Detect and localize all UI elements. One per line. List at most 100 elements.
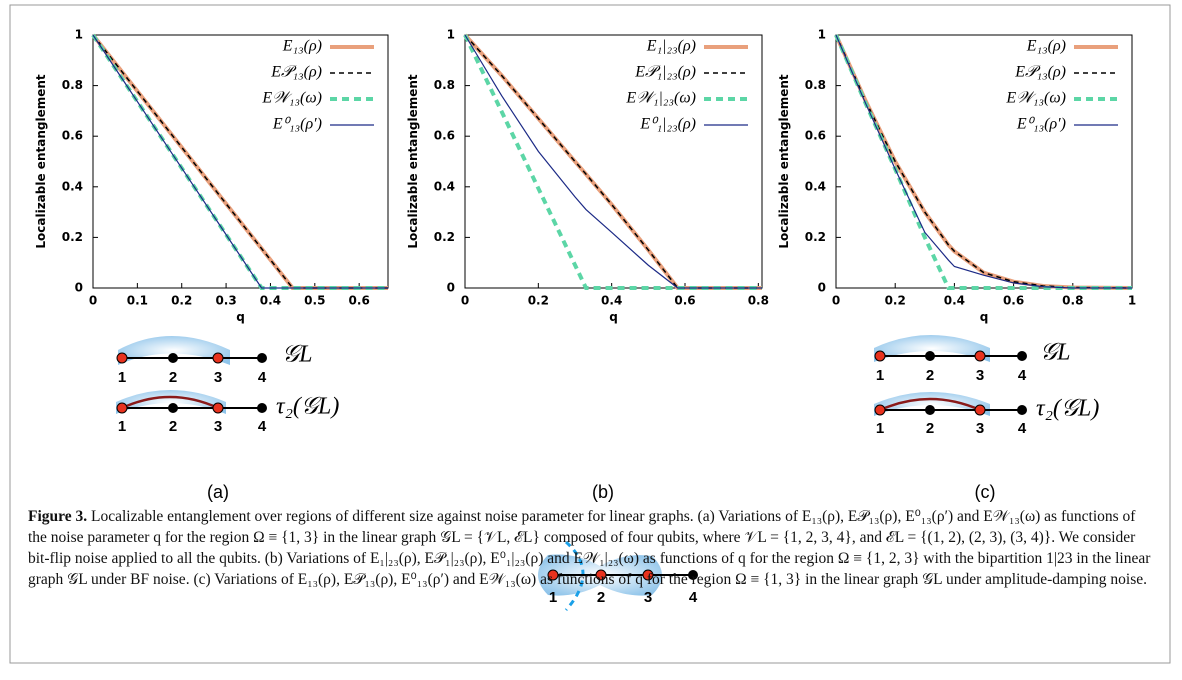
x-axis-label: q	[609, 310, 618, 324]
series-line	[92, 34, 388, 289]
series-line	[464, 34, 762, 289]
legend-label: E₁₃(ρ)	[282, 38, 322, 55]
added-edge	[879, 397, 981, 412]
y-tick-label: 0.4	[62, 179, 83, 193]
node	[595, 569, 607, 581]
node	[688, 570, 698, 580]
y-tick-label: 0.2	[434, 230, 455, 244]
x-tick-label: 0.4	[260, 294, 281, 308]
panel-label: (a)	[207, 482, 229, 502]
node-label: 1	[876, 420, 884, 437]
x-tick-label: 0.8	[748, 294, 769, 308]
plot-frame	[464, 34, 763, 289]
x-tick-label: 0.5	[304, 294, 325, 308]
y-tick-label: 0.2	[805, 230, 826, 244]
panel-label: (b)	[592, 482, 614, 502]
node-label: 1	[876, 367, 884, 384]
node-label: 3	[976, 367, 984, 384]
y-tick-label: 0	[447, 281, 455, 295]
x-tick-label: 0.6	[674, 294, 695, 308]
region-blob	[118, 336, 230, 365]
legend-label: E𝒫₁₃(ρ)	[270, 64, 322, 81]
node	[925, 405, 935, 415]
x-tick-label: 0.3	[215, 294, 236, 308]
region-blob	[874, 335, 990, 362]
region-blob	[116, 390, 226, 414]
y-tick-label: 1	[447, 28, 455, 42]
y-tick-label: 0.4	[434, 179, 455, 193]
y-axis-label: Localizable entanglement	[777, 74, 791, 249]
node-label: 4	[258, 418, 267, 435]
node	[1017, 351, 1027, 361]
node-label: 2	[597, 589, 605, 606]
graph-label: 𝒢L	[1040, 340, 1070, 366]
node	[168, 353, 178, 363]
legend-label: E𝒲₁|₂₃(ω)	[625, 90, 696, 107]
y-tick-label: 0.6	[805, 129, 826, 143]
legend-label: E⁰₁₃(ρ′)	[272, 116, 322, 133]
figure-border	[9, 4, 1171, 664]
x-tick-label: 0	[89, 294, 97, 308]
legend-label: E⁰₁₃(ρ′)	[1016, 116, 1066, 133]
node-label: 4	[258, 369, 267, 386]
node-label: 2	[926, 420, 934, 437]
y-tick-label: 1	[818, 28, 826, 42]
legend-label: E₁₃(ρ)	[1026, 38, 1066, 55]
node	[974, 350, 986, 362]
y-tick-label: 0.2	[62, 230, 83, 244]
x-tick-label: 0.2	[528, 294, 549, 308]
node	[1017, 405, 1027, 415]
node	[116, 352, 128, 364]
node-label: 4	[689, 589, 698, 606]
x-tick-label: 0.6	[349, 294, 370, 308]
y-tick-label: 0.8	[62, 78, 83, 92]
y-axis-label: Localizable entanglement	[34, 74, 48, 249]
y-tick-label: 0.6	[62, 129, 83, 143]
series-line	[835, 34, 1132, 289]
node	[925, 351, 935, 361]
node-label: 3	[214, 418, 222, 435]
node-label: 4	[1018, 367, 1027, 384]
x-tick-label: 0.6	[1003, 294, 1024, 308]
node-label: 2	[926, 367, 934, 384]
x-axis-label: q	[236, 310, 245, 324]
legend-label: E𝒲₁₃(ω)	[1005, 90, 1066, 107]
y-tick-label: 0.8	[805, 78, 826, 92]
node-label: 3	[644, 589, 652, 606]
node-label: 2	[169, 418, 177, 435]
y-tick-label: 0	[818, 281, 826, 295]
node	[257, 403, 267, 413]
node-label: 1	[549, 589, 557, 606]
legend-label: E⁰₁|₂₃(ρ)	[639, 116, 696, 133]
graph-label: τ₂(𝒢L)	[1036, 396, 1099, 422]
y-tick-label: 0.6	[434, 129, 455, 143]
node-label: 1	[118, 369, 126, 386]
y-axis-label: Localizable entanglement	[406, 74, 420, 249]
legend-label: E₁|₂₃(ρ)	[646, 38, 696, 55]
diagram-a: 1 2 3 4 𝒢L 1 2 3 4 τ₂(𝒢L) (a)	[116, 336, 339, 502]
x-tick-label: 0.2	[885, 294, 906, 308]
x-tick-label: 0	[832, 294, 840, 308]
node	[547, 569, 559, 581]
plot-frame	[92, 34, 389, 289]
node	[257, 353, 267, 363]
y-tick-label: 1	[75, 28, 83, 42]
x-tick-label: 0.1	[127, 294, 148, 308]
y-tick-label: 0.4	[805, 179, 826, 193]
x-tick-label: 0.2	[171, 294, 192, 308]
x-axis-label: q	[980, 310, 989, 324]
node-label: 1	[118, 418, 126, 435]
series-line	[463, 34, 762, 290]
node	[168, 403, 178, 413]
diagram-b: 1 2 3 4 (b)	[538, 482, 698, 611]
node	[874, 404, 886, 416]
node	[974, 404, 986, 416]
x-tick-label: 0.4	[601, 294, 622, 308]
node	[874, 350, 886, 362]
node	[642, 569, 654, 581]
y-tick-label: 0	[75, 281, 83, 295]
graph-label: τ₂(𝒢L)	[276, 394, 339, 420]
region-blob	[874, 392, 990, 416]
